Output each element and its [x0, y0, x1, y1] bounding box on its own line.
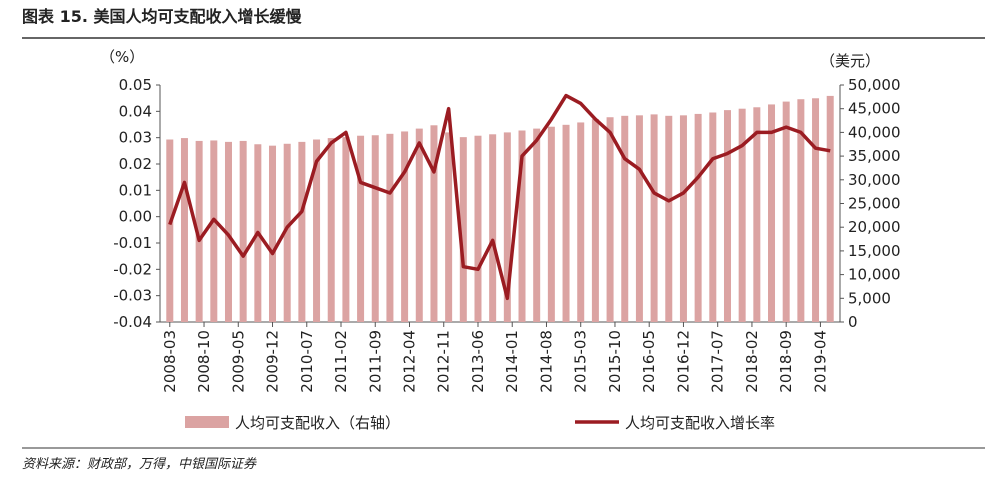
x-tick-label: 2012-11 — [435, 330, 453, 393]
bar — [386, 133, 394, 322]
bar — [298, 141, 306, 322]
x-tick-label: 2014-08 — [537, 330, 555, 393]
x-tick-label: 2011-02 — [332, 330, 350, 393]
y2-tick-label: 15,000 — [848, 242, 901, 260]
y2-tick-label: 0 — [848, 313, 858, 331]
bar — [826, 95, 834, 322]
bar — [239, 140, 247, 322]
x-tick-label: 2011-09 — [366, 330, 384, 393]
y-tick-label: 0.04 — [119, 102, 152, 120]
bar — [269, 145, 277, 322]
x-tick-label: 2009-12 — [264, 330, 282, 393]
y2-tick-label: 20,000 — [848, 218, 901, 236]
bar — [518, 130, 526, 322]
y-tick-label: -0.04 — [113, 313, 152, 331]
source-note: 资料来源：财政部，万得，中银国际证券 — [22, 457, 257, 472]
bar — [665, 115, 673, 322]
bar — [650, 114, 658, 322]
bar — [679, 115, 687, 322]
x-tick-label: 2018-09 — [777, 330, 795, 393]
bar — [797, 99, 805, 322]
bar — [782, 101, 790, 322]
legend-label: 人均可支配收入（右轴） — [235, 414, 400, 432]
bar — [591, 119, 599, 323]
bar — [401, 131, 409, 322]
bar — [547, 126, 555, 322]
x-tick-label: 2013-06 — [469, 330, 487, 393]
y-tick-label: 0.03 — [119, 129, 152, 147]
x-tick-label: 2016-05 — [640, 330, 658, 393]
y-tick-label: 0.02 — [119, 155, 152, 173]
bar — [415, 128, 423, 322]
y2-axis-label: （美元） — [820, 52, 880, 70]
y2-tick-label: 35,000 — [848, 147, 901, 165]
y-tick-label: 0.01 — [119, 181, 152, 199]
y2-tick-label: 50,000 — [848, 76, 901, 94]
x-tick-label: 2008-03 — [161, 330, 179, 393]
bar — [283, 143, 291, 322]
y2-tick-label: 30,000 — [848, 171, 901, 189]
x-tick-label: 2019-04 — [811, 330, 829, 393]
bar — [459, 137, 467, 322]
bar — [489, 134, 497, 322]
bar — [709, 112, 717, 322]
bar — [812, 98, 820, 322]
y-tick-label: -0.03 — [113, 287, 152, 305]
bar — [562, 124, 570, 322]
legend-label: 人均可支配收入增长率 — [625, 414, 775, 432]
bar — [723, 110, 731, 322]
bar — [166, 139, 174, 322]
bar — [768, 104, 776, 323]
bar — [342, 137, 350, 322]
bar — [313, 139, 321, 322]
x-tick-label: 2009-05 — [229, 330, 247, 393]
bar — [694, 113, 702, 322]
bar — [621, 115, 629, 322]
bar — [533, 128, 541, 322]
legend-swatch — [185, 416, 229, 428]
bar — [327, 138, 335, 322]
y-tick-label: -0.02 — [113, 260, 152, 278]
x-tick-label: 2012-04 — [400, 330, 418, 393]
bar — [195, 140, 203, 322]
y-axis-label: （%） — [100, 48, 144, 66]
x-tick-label: 2016-12 — [674, 330, 692, 393]
x-tick-label: 2018-02 — [743, 330, 761, 393]
bar — [180, 138, 188, 322]
bar — [577, 122, 585, 322]
y2-tick-label: 40,000 — [848, 123, 901, 141]
y2-tick-label: 5,000 — [848, 289, 891, 307]
y2-tick-label: 10,000 — [848, 266, 901, 284]
bar — [371, 135, 379, 322]
line-series — [168, 93, 831, 301]
bar — [210, 140, 218, 322]
x-tick-label: 2010-07 — [298, 330, 316, 393]
x-tick-label: 2008-10 — [195, 330, 213, 393]
x-tick-label: 2015-10 — [606, 330, 624, 393]
x-tick-label: 2017-07 — [709, 330, 727, 393]
bar — [503, 132, 511, 322]
y2-tick-label: 25,000 — [848, 195, 901, 213]
x-tick-label: 2014-01 — [503, 330, 521, 393]
bar — [738, 108, 746, 322]
bar — [474, 135, 482, 322]
x-tick-label: 2015-03 — [572, 330, 590, 393]
bar — [606, 117, 614, 323]
bar — [753, 107, 761, 322]
chart-title: 图表 15. 美国人均可支配收入增长缓慢 — [22, 7, 302, 26]
y-tick-label: 0.05 — [119, 76, 152, 94]
y-tick-label: 0.00 — [119, 208, 152, 226]
bar — [635, 115, 643, 322]
y2-tick-label: 45,000 — [848, 100, 901, 118]
y-tick-label: -0.01 — [113, 234, 152, 252]
bar — [445, 132, 453, 322]
bar — [224, 141, 232, 322]
bar — [430, 125, 438, 322]
bar — [357, 135, 365, 322]
